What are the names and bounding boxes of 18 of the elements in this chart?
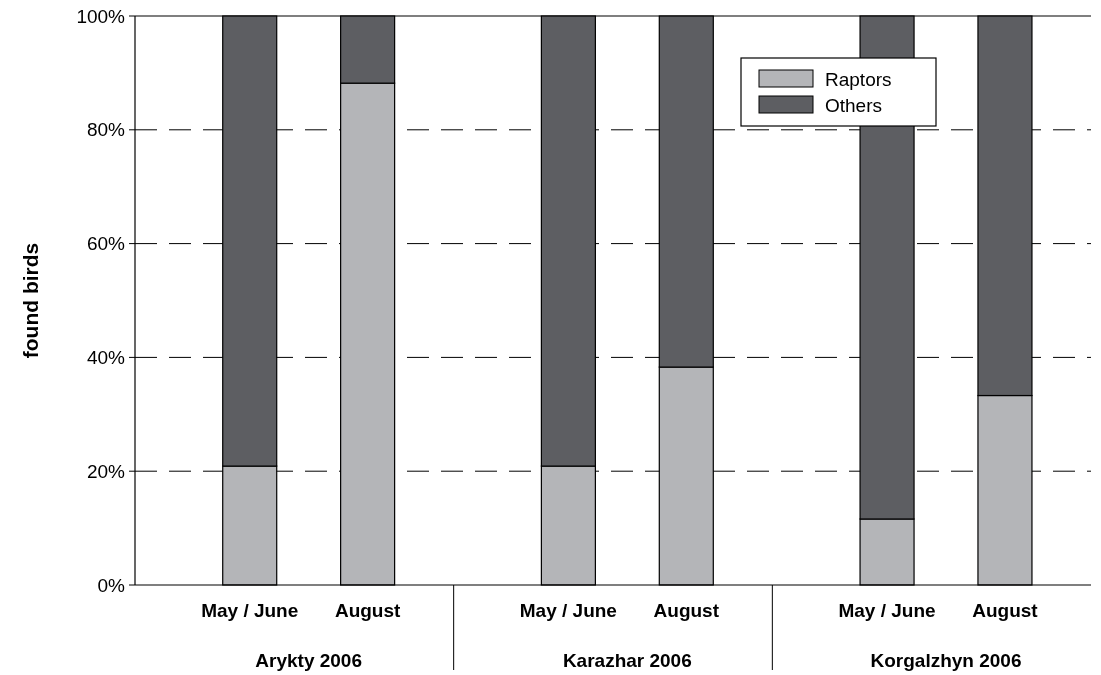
text: Korgalzhyn 2006	[870, 650, 1022, 671]
y-tick-label: 0%	[97, 574, 126, 596]
y-tick-label: 20%	[86, 460, 126, 482]
x-tick-label: August	[653, 600, 720, 621]
legend-label: Raptors	[825, 68, 892, 90]
text: Arykty 2006	[255, 650, 363, 671]
y-axis-title: found birds	[19, 242, 42, 359]
x-tick-label: May / June	[838, 600, 936, 621]
x-tick-label: August	[972, 600, 1039, 621]
y-tick-label: 80%	[86, 119, 126, 141]
x-tick-label: May / June	[201, 600, 299, 621]
x-tick-label: May / June	[519, 600, 617, 621]
legend-label: Others	[825, 94, 883, 116]
text: Karazhar 2006	[562, 650, 692, 671]
y-tick-label: 60%	[86, 233, 126, 255]
x-tick-label: August	[334, 600, 402, 621]
y-tick-label: 40%	[86, 347, 126, 369]
y-tick-label: 100%	[76, 5, 126, 27]
